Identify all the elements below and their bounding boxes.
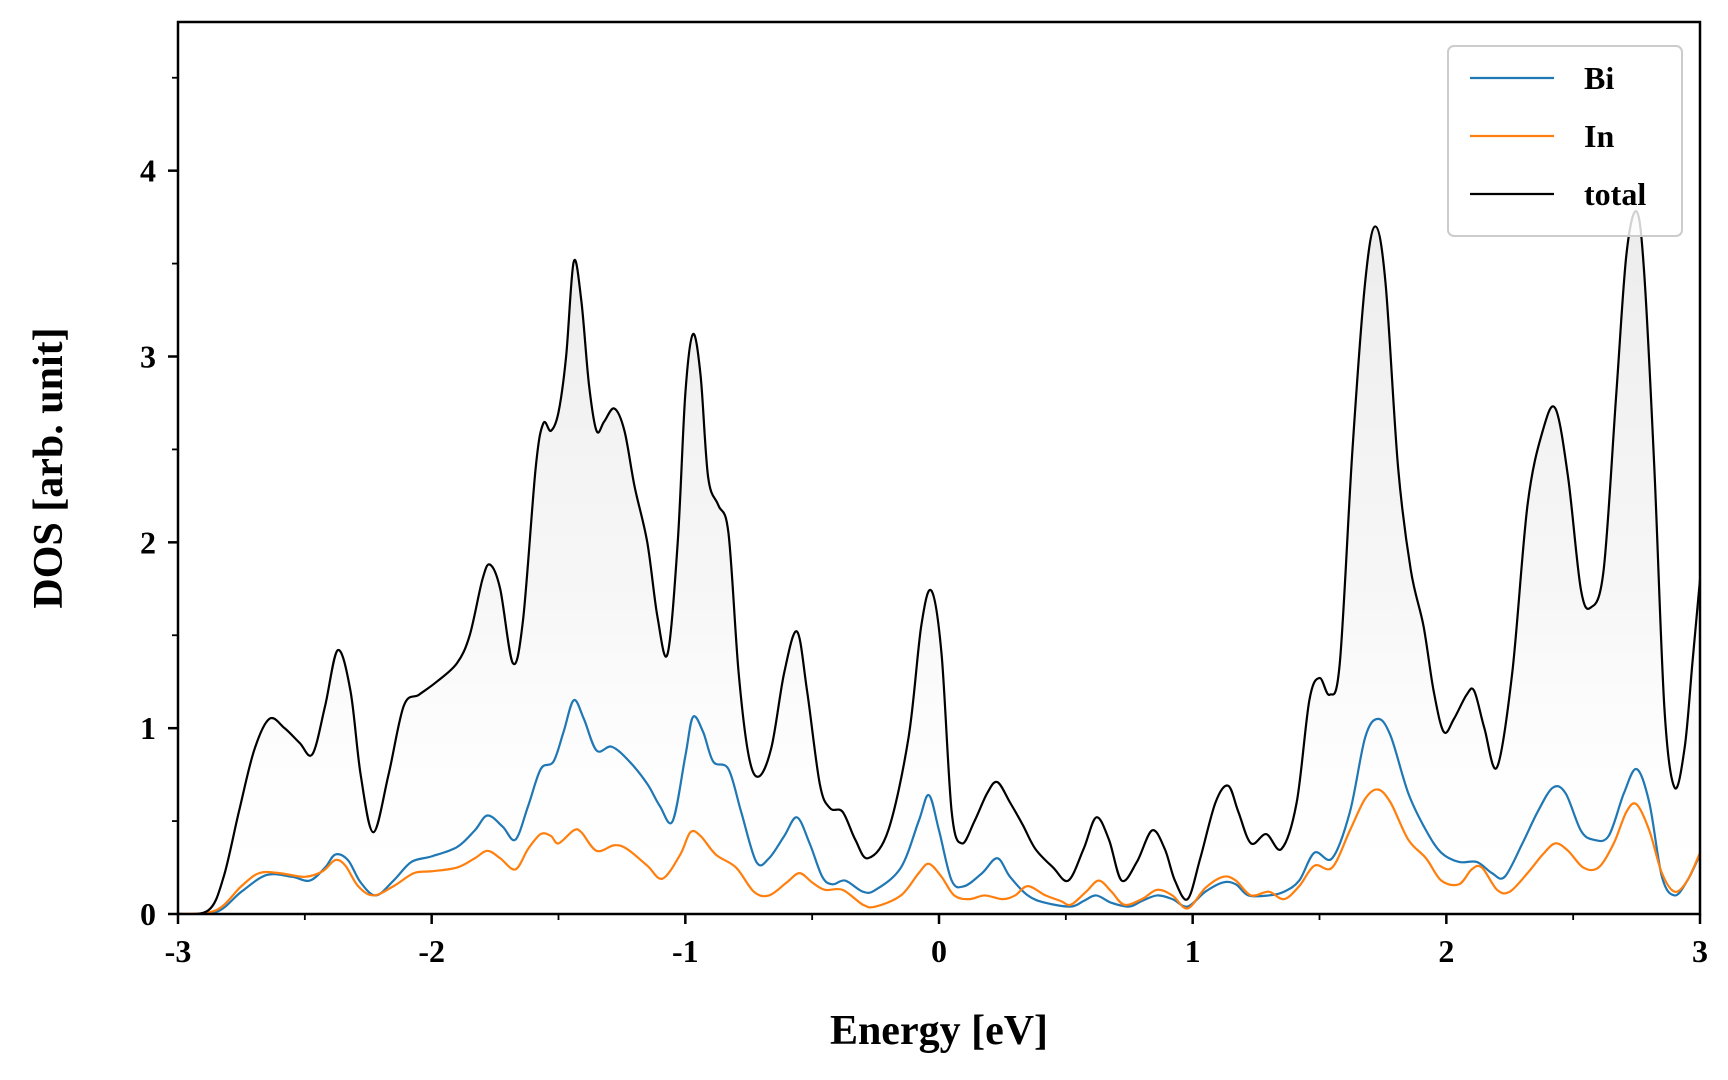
x-tick-label: -2 <box>418 933 445 969</box>
legend: Bi In total <box>1447 45 1683 237</box>
y-tick-label: 1 <box>140 710 156 746</box>
y-tick-label: 4 <box>140 153 156 189</box>
series-layer <box>178 210 1700 914</box>
legend-box <box>1447 45 1683 237</box>
x-tick-label: 3 <box>1692 933 1708 969</box>
fill-layer <box>178 211 1700 914</box>
y-tick-label: 3 <box>140 339 156 375</box>
legend-label-total: total <box>1584 176 1646 212</box>
ticks-layer: -3 -2 -1 0 1 2 3 0 1 2 3 4 <box>140 76 1708 969</box>
series-line-in <box>178 788 1700 914</box>
legend-label-bi: Bi <box>1584 60 1614 96</box>
x-axis-label: Energy [eV] <box>830 1008 1048 1054</box>
series-line-total <box>178 210 1700 914</box>
y-tick-label: 0 <box>140 896 156 932</box>
x-tick-label: -1 <box>672 933 699 969</box>
legend-label-in: In <box>1584 118 1614 154</box>
y-tick-label: 2 <box>140 524 156 560</box>
x-tick-label: 1 <box>1185 933 1201 969</box>
series-line-bi <box>178 699 1700 914</box>
total-fill-area <box>178 211 1700 914</box>
y-axis-label: DOS [arb. unit] <box>26 327 72 608</box>
x-tick-label: 0 <box>931 933 947 969</box>
x-tick-label: -3 <box>165 933 192 969</box>
x-tick-label: 2 <box>1438 933 1454 969</box>
